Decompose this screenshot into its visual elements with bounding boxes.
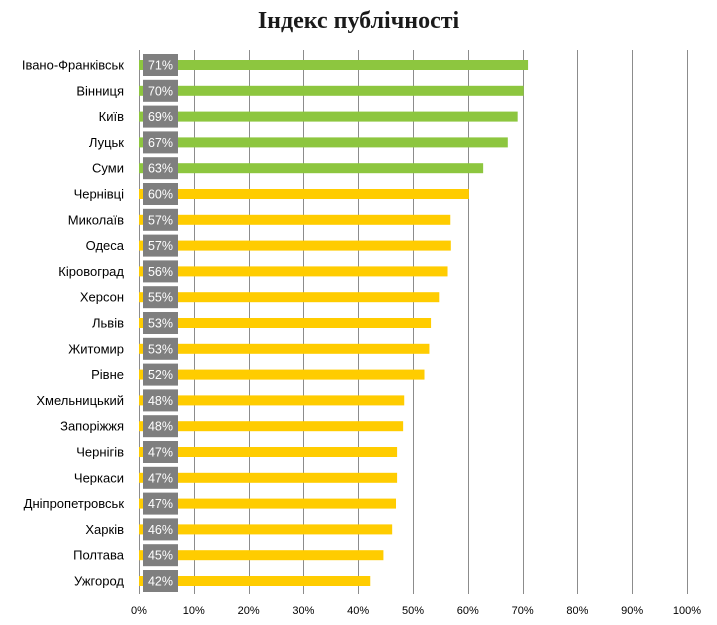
data-label-box [143,389,178,412]
data-label-box [143,518,178,541]
data-label: 63% [148,162,173,176]
data-label: 48% [148,394,173,408]
bar [139,137,508,148]
data-label-box [143,260,178,283]
bar [139,111,518,122]
data-label-box [143,466,178,489]
data-label-box [143,337,178,360]
data-label: 57% [148,213,173,227]
data-label-box [143,183,178,205]
bar [139,343,430,354]
bar [139,472,398,483]
category-label: Чернівці [74,187,125,202]
bar [139,214,451,225]
data-label-box [143,570,178,592]
bar [139,318,432,328]
data-label: 48% [148,420,173,434]
category-label: Херсон [80,290,124,305]
category-label: Харків [85,522,124,537]
category-label: Миколаїв [68,212,124,227]
data-label: 53% [148,342,173,356]
bar [139,369,425,380]
category-label: Запоріжжя [60,419,124,434]
data-label-box [143,286,178,309]
x-tick-label: 70% [512,605,534,617]
category-label: Дніпропетровськ [24,496,125,511]
x-tick-label: 0% [131,605,147,617]
bar [139,524,393,535]
data-label: 67% [148,136,173,150]
category-label: Черкаси [74,470,124,485]
x-tick-label: 40% [347,605,369,617]
data-label: 42% [148,575,173,589]
data-label-box [143,441,178,463]
data-label-box [143,79,178,102]
category-label: Ужгород [74,574,124,589]
data-label: 47% [148,446,173,460]
bar [139,421,404,432]
data-label-box [143,415,178,438]
data-label-box [143,131,178,154]
bar [139,163,484,174]
x-tick-label: 50% [402,605,424,617]
data-label: 57% [148,239,173,253]
data-label-box [143,54,178,76]
bar [139,85,524,96]
data-label: 56% [148,265,173,279]
data-label: 71% [148,59,173,73]
x-tick-label: 90% [621,605,643,617]
bar [139,395,405,406]
data-label-box [143,363,178,386]
category-label: Івано-Франківськ [22,58,124,73]
data-label: 55% [148,291,173,305]
data-label: 52% [148,368,173,382]
x-tick-label: 20% [238,605,260,617]
category-label: Хмельницький [36,393,124,408]
bar [139,498,397,509]
category-label: Чернігів [76,445,124,460]
data-label-box [143,492,178,515]
bar [139,447,398,457]
category-label: Полтава [73,548,125,563]
data-label-box [143,105,178,128]
data-label: 60% [148,188,173,202]
data-label: 53% [148,317,173,331]
category-label: Київ [99,109,124,124]
data-label-box [143,208,178,231]
data-label-box [143,234,178,257]
category-label: Рівне [91,367,124,382]
data-label: 47% [148,471,173,485]
data-label: 70% [148,84,173,98]
x-tick-label: 100% [673,605,701,617]
bar [139,576,371,586]
x-tick-label: 80% [566,605,588,617]
category-label: Суми [92,161,124,176]
data-label: 46% [148,523,173,537]
x-tick-label: 60% [457,605,479,617]
bar [139,266,448,277]
data-label: 45% [148,549,173,563]
category-label: Львів [92,316,124,331]
bar [139,60,529,70]
data-label-box [143,544,178,567]
category-label: Одеса [86,238,125,253]
data-label: 47% [148,497,173,511]
x-tick-label: 30% [292,605,314,617]
category-label: Кіровоград [58,264,124,279]
x-tick-label: 10% [183,605,205,617]
category-label: Луцьк [89,135,124,150]
data-label-box [143,312,178,334]
bar [139,189,469,199]
bar [139,240,451,251]
category-label: Вінниця [76,83,124,98]
bar [139,292,440,303]
chart-title: Індекс публічності [257,8,460,34]
category-label: Житомир [68,341,124,356]
data-label: 69% [148,110,173,124]
data-label-box [143,157,178,180]
bar [139,550,384,561]
